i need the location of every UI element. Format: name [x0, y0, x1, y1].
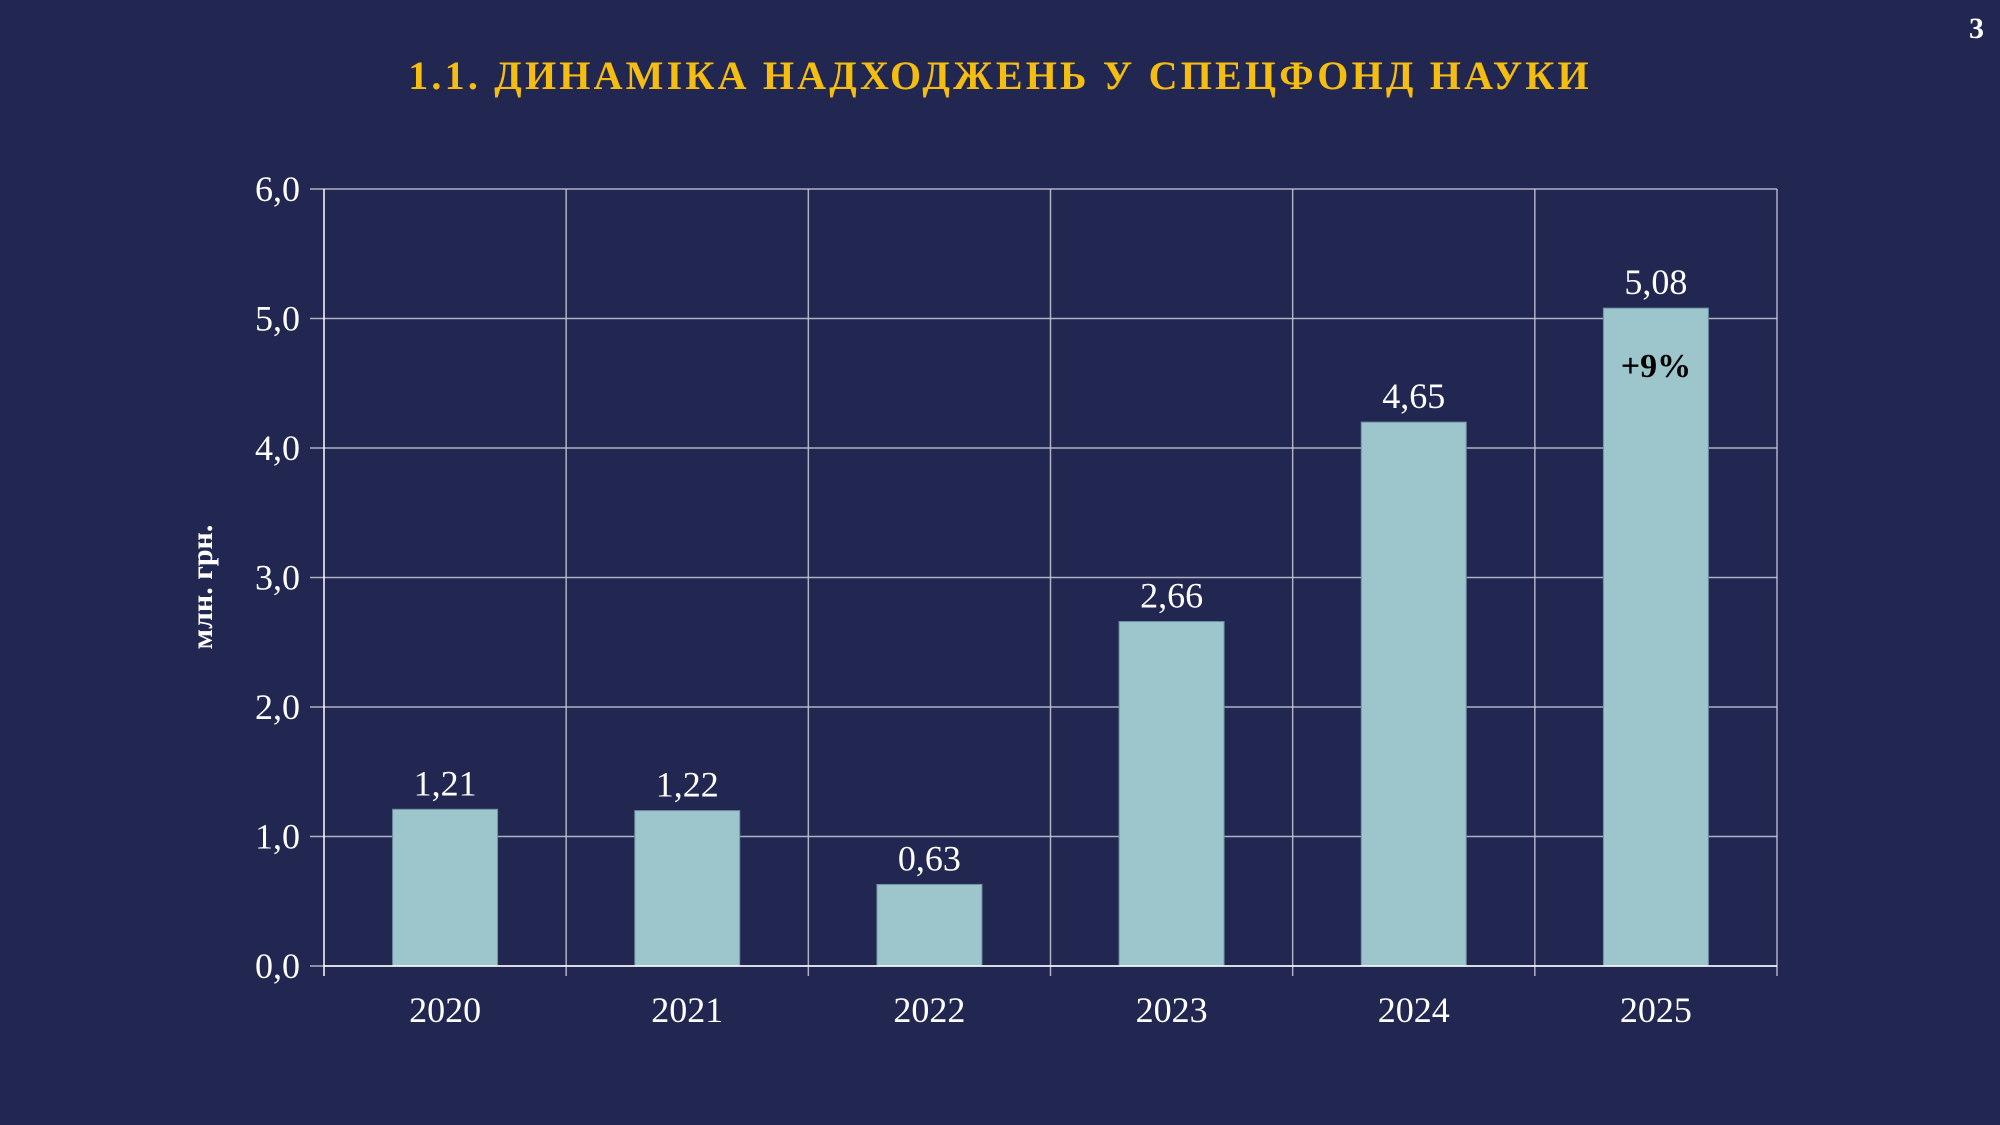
y-tick-label: 1,0 — [255, 817, 300, 857]
page-number: 3 — [1969, 12, 1984, 45]
bar-2022 — [876, 883, 983, 967]
x-tick-label-2022: 2022 — [893, 990, 965, 1030]
bar-2020 — [392, 808, 499, 967]
bar-2024 — [1360, 421, 1467, 967]
x-tick-label-2024: 2024 — [1378, 990, 1450, 1030]
y-tick-label: 3,0 — [255, 558, 300, 598]
y-tick-label: 4,0 — [255, 428, 300, 468]
y-tick-label: 2,0 — [255, 687, 300, 727]
y-tick-label: 6,0 — [255, 169, 300, 209]
data-label-2020: 1,21 — [414, 763, 477, 803]
annotation-growth: +9% — [1621, 348, 1691, 385]
y-tick-label: 0,0 — [255, 946, 300, 986]
x-tick-label-2021: 2021 — [651, 990, 723, 1030]
bars — [392, 307, 1709, 967]
data-label-2021: 1,22 — [656, 765, 719, 805]
y-axis-label: млн. грн. — [186, 525, 219, 650]
bar-2025 — [1602, 307, 1709, 967]
axes — [323, 189, 1777, 976]
x-tick-label-2023: 2023 — [1136, 990, 1208, 1030]
labels: 0,0 1,0 2,0 3,0 4,0 5,0 6,0 1,21 2020 1,22 2021 0,6… — [255, 169, 1692, 1030]
data-label-2024: 4,65 — [1382, 376, 1445, 416]
gridlines — [310, 188, 1778, 976]
bar-2023 — [1118, 621, 1225, 967]
data-label-2022: 0,63 — [898, 838, 961, 878]
x-tick-label-2020: 2020 — [409, 990, 481, 1030]
data-label-2025: 5,08 — [1624, 262, 1687, 302]
bar-2021 — [634, 810, 741, 967]
x-tick-label-2025: 2025 — [1620, 990, 1692, 1030]
slide-title: 1.1. ДИНАМІКА НАДХОДЖЕНЬ У СПЕЦФОНД НАУК… — [408, 53, 1592, 98]
y-tick-label: 5,0 — [255, 299, 300, 339]
data-label-2023: 2,66 — [1140, 576, 1203, 616]
